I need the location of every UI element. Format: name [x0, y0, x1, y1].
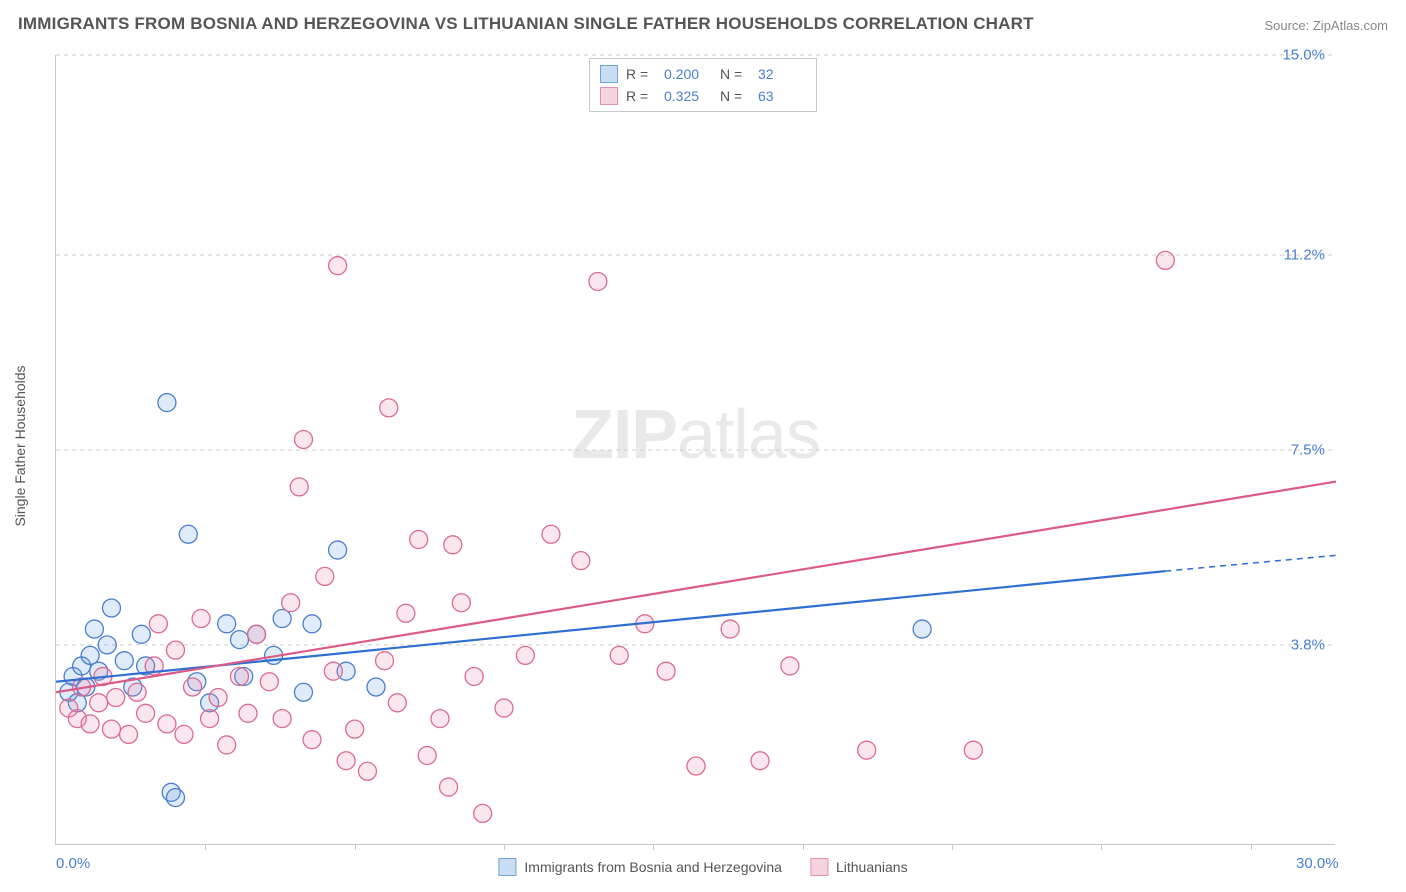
y-axis-title: Single Father Households — [12, 365, 28, 526]
x-tick-mark — [952, 844, 953, 850]
legend-series-label: Lithuanians — [836, 859, 908, 875]
y-tick-label: 7.5% — [1291, 442, 1325, 459]
x-tick-mark — [355, 844, 356, 850]
x-tick-mark — [504, 844, 505, 850]
n-value: 32 — [758, 66, 806, 82]
y-tick-label: 15.0% — [1282, 47, 1325, 64]
x-tick-label: 0.0% — [56, 855, 90, 872]
swatch-icon — [498, 858, 516, 876]
correlation-chart: IMMIGRANTS FROM BOSNIA AND HERZEGOVINA V… — [0, 0, 1406, 892]
r-value: 0.325 — [664, 88, 712, 104]
r-label: R = — [626, 88, 656, 104]
x-tick-mark — [205, 844, 206, 850]
legend-stats-row: R = 0.200 N = 32 — [600, 63, 806, 85]
chart-title: IMMIGRANTS FROM BOSNIA AND HERZEGOVINA V… — [18, 14, 1034, 34]
x-tick-mark — [653, 844, 654, 850]
swatch-icon — [600, 65, 618, 83]
plot-area: ZIPatlas 3.8%7.5%11.2%15.0%0.0%30.0% — [55, 55, 1335, 845]
n-label: N = — [720, 66, 750, 82]
r-label: R = — [626, 66, 656, 82]
y-tick-label: 11.2% — [1284, 247, 1325, 264]
n-label: N = — [720, 88, 750, 104]
legend-series-item: Lithuanians — [810, 858, 908, 876]
swatch-icon — [810, 858, 828, 876]
y-tick-label: 3.8% — [1291, 636, 1325, 653]
chart-svg — [56, 55, 1335, 844]
swatch-icon — [600, 87, 618, 105]
legend-stats: R = 0.200 N = 32 R = 0.325 N = 63 — [589, 58, 817, 112]
n-value: 63 — [758, 88, 806, 104]
legend-series-item: Immigrants from Bosnia and Herzegovina — [498, 858, 782, 876]
source-label: Source: ZipAtlas.com — [1264, 18, 1388, 33]
x-tick-mark — [1101, 844, 1102, 850]
x-tick-label: 30.0% — [1296, 855, 1339, 872]
legend-series: Immigrants from Bosnia and Herzegovina Li… — [498, 858, 907, 876]
r-value: 0.200 — [664, 66, 712, 82]
legend-series-label: Immigrants from Bosnia and Herzegovina — [524, 859, 782, 875]
x-tick-mark — [1251, 844, 1252, 850]
x-tick-mark — [803, 844, 804, 850]
legend-stats-row: R = 0.325 N = 63 — [600, 85, 806, 107]
